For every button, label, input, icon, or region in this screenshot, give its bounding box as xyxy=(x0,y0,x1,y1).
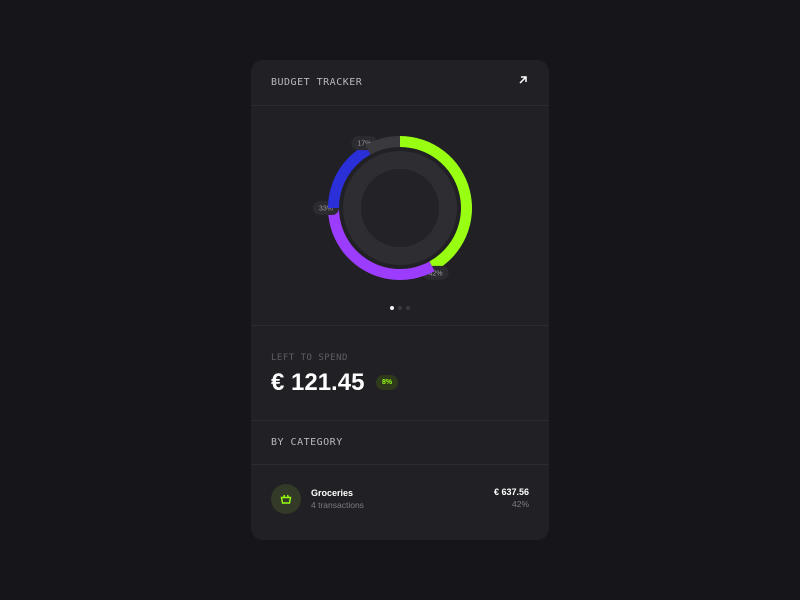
by-category-label: BY CATEGORY xyxy=(271,437,343,448)
pager-dot-2[interactable] xyxy=(398,306,402,310)
segment-label: 33% xyxy=(319,206,333,213)
segment-label: 17% xyxy=(357,141,371,148)
donut-segment-2[interactable] xyxy=(328,208,435,280)
basket-icon xyxy=(280,494,292,504)
pager-dots xyxy=(390,306,410,310)
segment-label: 42% xyxy=(429,270,443,277)
category-amount: € 637.56 xyxy=(493,487,529,497)
inner-ring xyxy=(343,151,457,265)
category-row-groceries[interactable]: Groceries 4 transactions € 637.56 42% xyxy=(251,465,549,540)
percent-badge: 8% xyxy=(376,375,399,390)
card-title: BUDGET TRACKER xyxy=(271,77,363,88)
arrow-up-right-icon[interactable] xyxy=(517,74,529,86)
donut-chart: 42% 33% 17% xyxy=(313,136,473,280)
category-percent: 42% xyxy=(511,499,529,509)
budget-tracker-card: BUDGET TRACKER 42% 33% 17% LEFT TO SPEND €… xyxy=(251,60,549,540)
pager-dot-1[interactable] xyxy=(390,306,394,310)
donut-hole xyxy=(361,169,439,247)
category-name: Groceries xyxy=(311,488,354,498)
pager-dot-3[interactable] xyxy=(406,306,410,310)
by-category-header: BY CATEGORY xyxy=(251,421,549,465)
donut-segment-4[interactable] xyxy=(365,136,400,155)
left-to-spend-label: LEFT TO SPEND xyxy=(271,353,348,363)
category-icon-circle xyxy=(271,484,301,514)
left-to-spend-amount: € 121.45 xyxy=(271,369,365,396)
chart-section: 42% 33% 17% xyxy=(251,106,549,326)
donut-segment-1[interactable] xyxy=(400,136,473,272)
donut-segment-3[interactable] xyxy=(328,144,371,208)
category-transactions: 4 transactions xyxy=(311,500,364,510)
left-to-spend-section: LEFT TO SPEND € 121.45 8% xyxy=(251,326,549,421)
card-header: BUDGET TRACKER xyxy=(251,60,549,106)
